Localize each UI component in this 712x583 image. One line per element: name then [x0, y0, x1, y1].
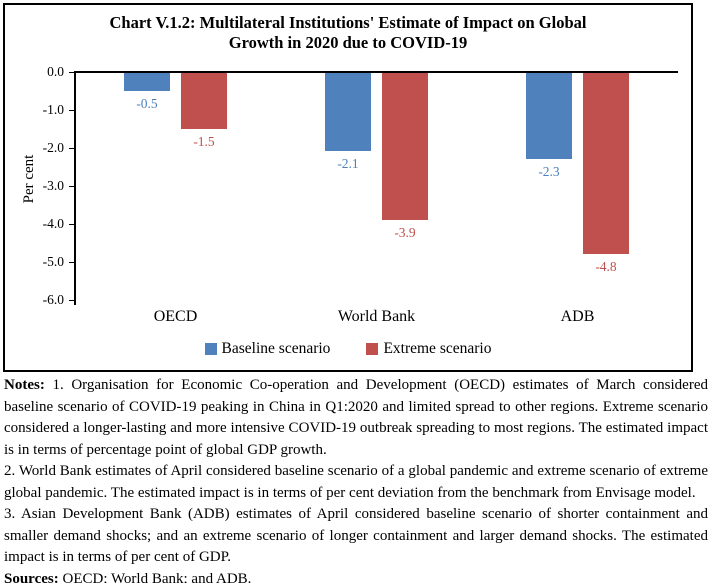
bar-extreme-scenario-world-bank — [382, 71, 428, 220]
legend-label-extreme-scenario: Extreme scenario — [383, 340, 492, 357]
sources-label: Sources: — [4, 570, 59, 583]
x-axis-zero-line — [74, 71, 678, 73]
y-axis-tick-label-4.0: -4.0 — [42, 215, 64, 231]
chart-title-line-1: Chart V.1.2: Multilateral Institutions' … — [109, 13, 587, 32]
y-axis-tick-mark-6.0 — [69, 299, 75, 301]
chart-title: Chart V.1.2: Multilateral Institutions' … — [5, 13, 691, 53]
notes-label: Notes: — [4, 377, 45, 393]
note-3-text: 3. Asian Development Bank (ADB) estimate… — [4, 506, 708, 565]
legend-item-extreme-scenario: Extreme scenario — [366, 340, 491, 358]
bar-value-label-extreme-scenario-world-bank: -3.9 — [394, 224, 416, 240]
note-paragraph-3: 3. Asian Development Bank (ADB) estimate… — [4, 504, 708, 569]
bar-baseline-scenario-oecd — [124, 71, 170, 91]
y-axis-tick-mark-3.0 — [69, 185, 75, 187]
bar-value-label-extreme-scenario-oecd: -1.5 — [193, 133, 215, 149]
bar-baseline-scenario-adb — [526, 71, 572, 159]
legend-swatch-icon-baseline-scenario — [204, 343, 217, 355]
y-axis-tick-label-3.0: -3.0 — [42, 177, 64, 193]
x-axis-category-label-world-bank: World Bank — [337, 308, 416, 325]
y-axis-tick-mark-2.0 — [69, 147, 75, 149]
y-axis-tick-label-0.0: 0.0 — [47, 63, 64, 79]
sources-line: Sources: OECD; World Bank; and ADB. — [4, 569, 708, 583]
legend-item-baseline-scenario: Baseline scenario — [204, 340, 331, 358]
legend-label-baseline-scenario: Baseline scenario — [221, 340, 331, 357]
bar-extreme-scenario-adb — [583, 71, 629, 254]
y-axis-tick-label-6.0: -6.0 — [42, 291, 64, 307]
sources-text: OECD; World Bank; and ADB. — [58, 570, 252, 583]
bar-value-label-extreme-scenario-adb: -4.8 — [595, 258, 617, 274]
y-axis-tick-mark-0.0 — [69, 71, 75, 73]
y-axis-tick-label-1.0: -1.0 — [42, 101, 64, 117]
y-axis-tick-mark-5.0 — [69, 261, 75, 263]
chart-box: Chart V.1.2: Multilateral Institutions' … — [3, 3, 693, 372]
chart-legend: Baseline scenario Extreme scenario — [5, 340, 691, 358]
note-1-text: 1. Organisation for Economic Co-operatio… — [4, 377, 708, 458]
y-axis-tick-label-5.0: -5.0 — [42, 253, 64, 269]
notes-section: Notes: 1. Organisation for Economic Co-o… — [4, 375, 708, 583]
bar-value-label-baseline-scenario-world-bank: -2.1 — [337, 156, 359, 172]
note-paragraph-2: 2. World Bank estimates of April conside… — [4, 461, 708, 504]
note-paragraph-1: Notes: 1. Organisation for Economic Co-o… — [4, 375, 708, 461]
legend-swatch-icon-extreme-scenario — [366, 343, 379, 355]
bar-value-label-baseline-scenario-oecd: -0.5 — [136, 95, 158, 111]
x-axis-category-label-oecd: OECD — [153, 308, 198, 325]
bar-baseline-scenario-world-bank — [325, 71, 371, 152]
bar-extreme-scenario-oecd — [181, 71, 227, 129]
y-axis-tick-label-2.0: -2.0 — [42, 139, 64, 155]
chart-title-line-2: Growth in 2020 due to COVID-19 — [228, 33, 468, 52]
bar-value-label-baseline-scenario-adb: -2.3 — [538, 163, 560, 179]
y-axis-line — [74, 71, 76, 305]
y-axis-tick-mark-4.0 — [69, 223, 75, 225]
y-axis-tick-mark-1.0 — [69, 109, 75, 111]
x-axis-category-label-adb: ADB — [560, 308, 595, 325]
note-2-text: 2. World Bank estimates of April conside… — [4, 463, 708, 501]
